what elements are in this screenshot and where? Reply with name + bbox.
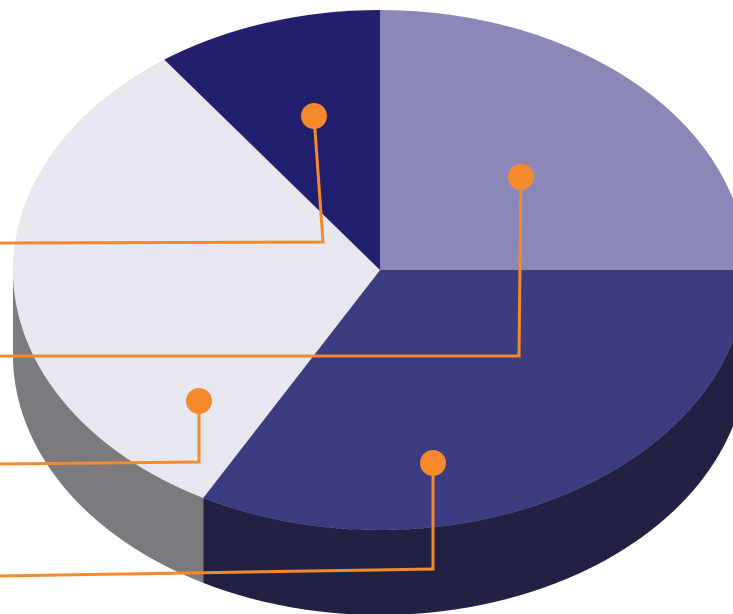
callout-line-2 (0, 176, 523, 358)
callout-2 (0, 164, 534, 358)
pie-slice-side-3 (13, 270, 204, 583)
pie-slice-4 (164, 10, 380, 270)
pie-depth-layer (13, 270, 733, 614)
callout-line-1 (0, 115, 325, 245)
callout-3 (0, 388, 212, 466)
pie-slice-1 (380, 10, 733, 270)
callout-line-3 (0, 401, 201, 466)
callout-layer (0, 103, 534, 578)
callout-dot-4 (420, 450, 446, 476)
pie-top-layer (12, 10, 733, 530)
callout-1 (0, 103, 327, 245)
callout-dot-1 (301, 103, 327, 129)
callout-4 (0, 450, 446, 578)
pie-slice-2 (203, 270, 733, 530)
pie-slice-side-2 (203, 340, 733, 614)
callout-line-4 (0, 463, 435, 578)
pie-slice-3 (12, 59, 381, 498)
callout-dot-2 (508, 164, 534, 190)
callout-dot-3 (186, 388, 212, 414)
